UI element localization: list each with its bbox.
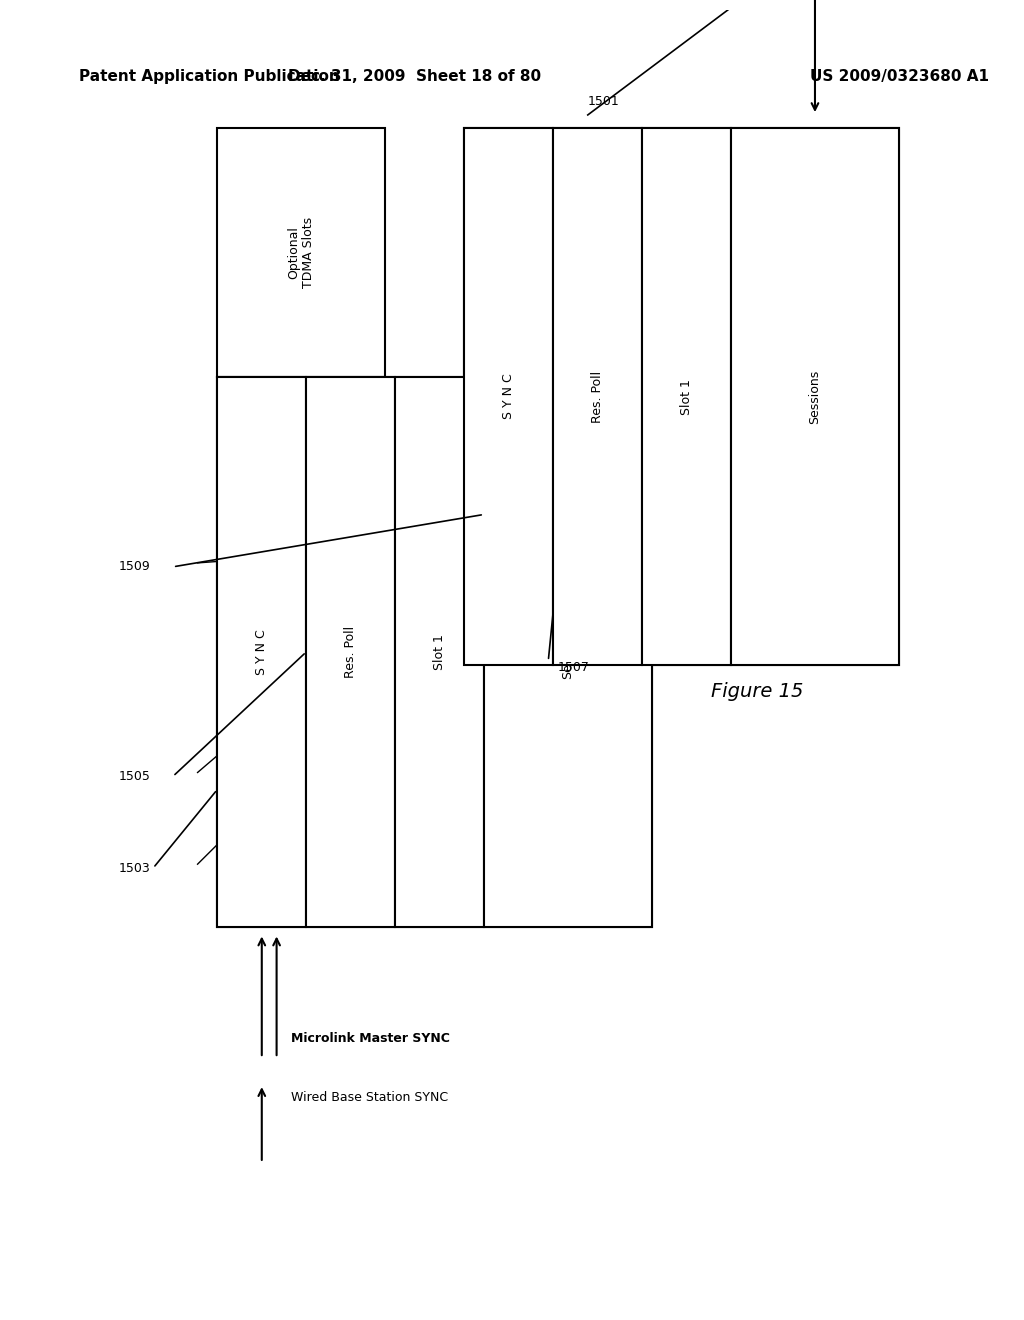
Text: 1503: 1503 (119, 862, 151, 875)
Text: Sessions: Sessions (809, 370, 821, 424)
FancyBboxPatch shape (642, 128, 731, 665)
FancyBboxPatch shape (217, 128, 385, 378)
FancyBboxPatch shape (395, 378, 484, 927)
Text: Slot 1: Slot 1 (433, 634, 446, 671)
Text: Res. Poll: Res. Poll (591, 371, 604, 422)
FancyBboxPatch shape (464, 128, 553, 665)
FancyBboxPatch shape (217, 378, 306, 927)
Text: Slot 1: Slot 1 (680, 379, 693, 414)
Text: Optional
TDMA Slots: Optional TDMA Slots (288, 216, 315, 288)
Text: S Y N C: S Y N C (255, 630, 268, 675)
Text: S Y N C: S Y N C (502, 374, 515, 420)
Text: 1501: 1501 (588, 95, 620, 108)
Text: 1507: 1507 (558, 661, 590, 675)
Text: Figure 15: Figure 15 (712, 681, 804, 701)
FancyBboxPatch shape (553, 128, 642, 665)
FancyBboxPatch shape (484, 378, 652, 927)
Text: US 2009/0323680 A1: US 2009/0323680 A1 (810, 69, 989, 84)
Text: 1505: 1505 (119, 770, 151, 783)
FancyBboxPatch shape (464, 128, 899, 665)
FancyBboxPatch shape (306, 378, 395, 927)
Text: Microlink Master SYNC: Microlink Master SYNC (292, 1032, 451, 1045)
FancyBboxPatch shape (217, 378, 652, 927)
FancyBboxPatch shape (731, 128, 899, 665)
Text: Res. Poll: Res. Poll (344, 626, 357, 678)
Text: Sessions: Sessions (561, 624, 574, 678)
Text: Wired Base Station SYNC: Wired Base Station SYNC (292, 1090, 449, 1104)
Text: 1509: 1509 (119, 561, 151, 573)
Text: Dec. 31, 2009  Sheet 18 of 80: Dec. 31, 2009 Sheet 18 of 80 (289, 69, 542, 84)
Text: Patent Application Publication: Patent Application Publication (79, 69, 340, 84)
